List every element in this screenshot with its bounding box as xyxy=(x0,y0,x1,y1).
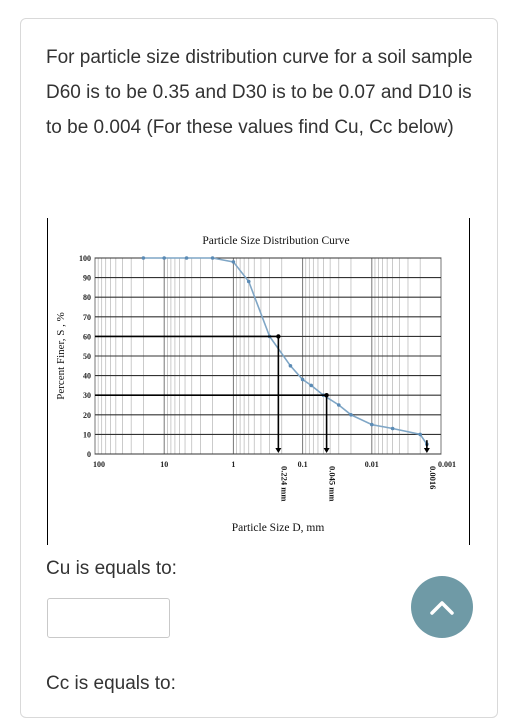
annotation-arrow xyxy=(323,448,330,453)
chart-svg: 0 10 20 30 40 50 60 70 80 90 100 100 10 1 0.1 0.01 0.001… xyxy=(47,218,470,545)
data-point xyxy=(390,426,395,431)
x-tick-label: 1 xyxy=(231,460,235,469)
y-tick-label: 90 xyxy=(83,274,91,283)
y-tick-label: 100 xyxy=(79,254,91,263)
chevron-up-icon xyxy=(430,601,454,615)
data-point xyxy=(309,383,314,388)
data-point xyxy=(210,256,215,260)
annotation-label: 0.0016 xyxy=(428,466,438,489)
y-tick-label: 60 xyxy=(83,332,91,341)
annotation-label: 0.045 mm xyxy=(328,466,338,501)
y-tick-label: 10 xyxy=(83,430,91,439)
question-text: For particle size distribution curve for… xyxy=(46,47,473,138)
cc-prompt: Cc is equals to: xyxy=(46,673,176,694)
y-tick-label: 30 xyxy=(83,391,91,400)
data-point xyxy=(336,403,341,407)
data-point xyxy=(418,432,422,437)
x-tick-label: 0.01 xyxy=(365,460,379,469)
data-point xyxy=(141,256,146,260)
data-point xyxy=(162,256,166,260)
particle-size-chart: 0 10 20 30 40 50 60 70 80 90 100 100 10 1 0.1 0.01 0.001… xyxy=(47,218,470,545)
data-point xyxy=(246,279,251,284)
data-point xyxy=(349,413,353,417)
data-point xyxy=(288,364,293,368)
cu-answer-input[interactable] xyxy=(47,598,170,638)
y-tick-label: 0 xyxy=(87,450,91,459)
y-tick-label: 40 xyxy=(83,372,91,381)
scroll-up-button[interactable] xyxy=(411,576,473,638)
y-axis-label: Percent Finer, S , % xyxy=(55,312,67,400)
y-tick-label: 80 xyxy=(83,293,91,302)
annotation-label: 0.224 mm xyxy=(279,466,289,501)
data-point xyxy=(300,377,305,382)
chart-title: Particle Size Distribution Curve xyxy=(202,235,349,247)
x-tick-label: 0.001 xyxy=(438,460,456,469)
x-tick-label: 10 xyxy=(160,460,168,469)
x-tick-label: 100 xyxy=(93,460,105,469)
y-tick-label: 50 xyxy=(83,352,91,361)
data-point xyxy=(184,256,189,260)
annotation-arrow xyxy=(423,448,430,453)
y-tick-label: 70 xyxy=(83,313,91,322)
x-axis-label: Particle Size D, mm xyxy=(232,522,325,534)
data-point xyxy=(231,260,236,264)
cu-prompt: Cu is equals to: xyxy=(46,558,177,579)
y-tick-label: 20 xyxy=(83,411,91,420)
data-point xyxy=(370,422,374,427)
annotation-arrow xyxy=(275,448,282,453)
x-tick-label: 0.1 xyxy=(298,460,308,469)
